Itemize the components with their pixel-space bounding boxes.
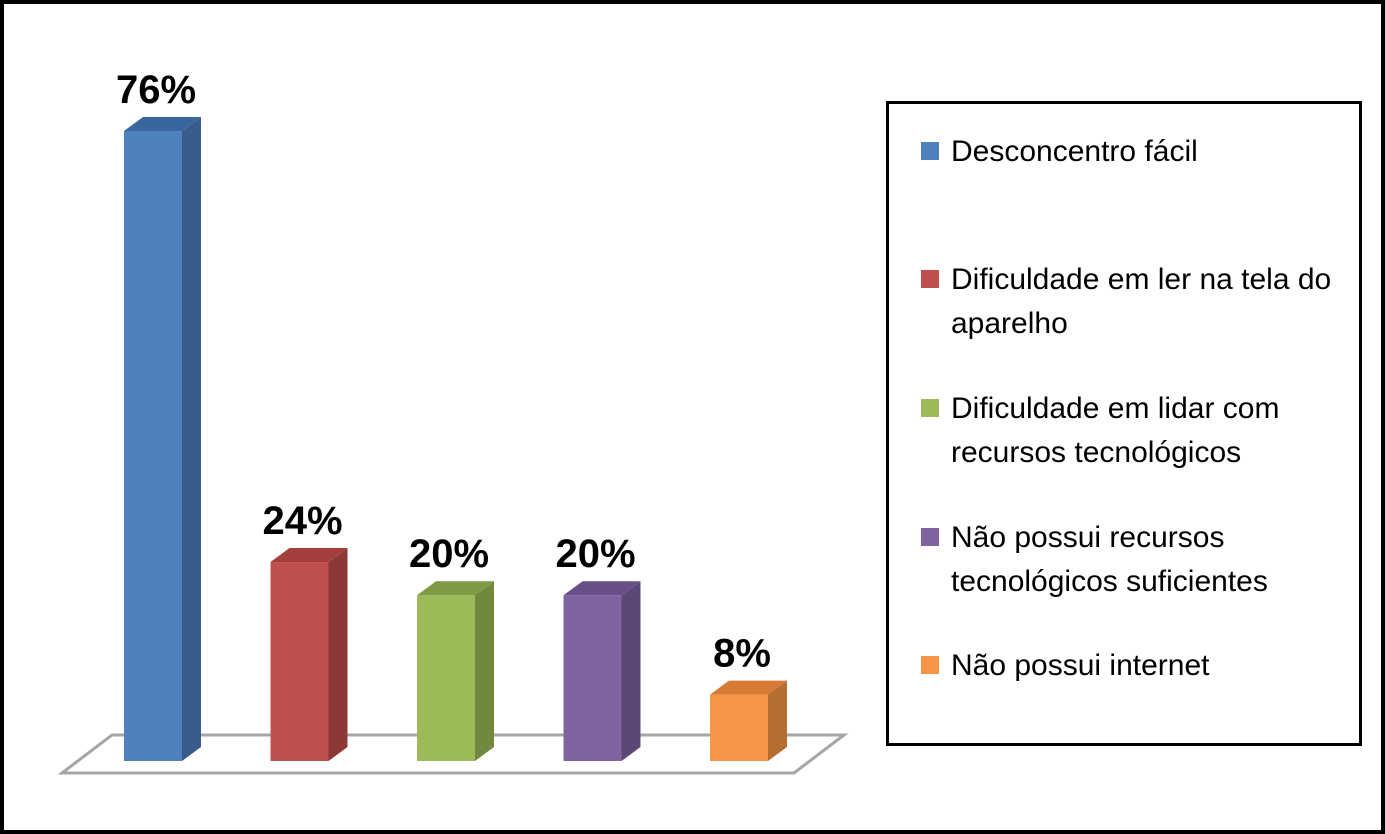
bar-side <box>182 117 201 761</box>
legend-swatch <box>921 270 939 288</box>
bar-top <box>563 581 641 596</box>
legend-swatch <box>921 656 939 674</box>
bar-top <box>417 581 494 596</box>
legend-swatch <box>921 142 939 160</box>
legend: Desconcentro fácil Dificuldade em ler na… <box>886 101 1362 746</box>
legend-label: Dificuldade em ler na tela do aparelho <box>951 263 1332 340</box>
bar <box>563 581 641 761</box>
data-label: 20% <box>409 532 489 576</box>
data-label: 20% <box>555 532 635 576</box>
legend-item: Não possui recursos tecnológicos suficie… <box>921 516 1341 604</box>
legend-item: Desconcentro fácil <box>921 130 1341 174</box>
legend-swatch <box>921 528 939 546</box>
legend-item: Não possui internet <box>921 644 1341 688</box>
bar <box>710 680 787 761</box>
data-label: 76% <box>116 68 196 112</box>
bar-chart-plot: 76% 24% 20% 20% 8% <box>57 68 849 775</box>
bar-front <box>563 595 622 761</box>
legend-label: Não possui recursos tecnológicos suficie… <box>951 521 1268 598</box>
bar-top <box>124 117 201 131</box>
bar-front <box>710 694 768 761</box>
bar <box>417 581 494 761</box>
bar-side <box>475 581 494 761</box>
legend-item: Dificuldade em ler na tela do aparelho <box>921 258 1341 346</box>
legend-label: Dificuldade em lidar com recursos tecnol… <box>951 392 1280 469</box>
data-label: 8% <box>713 632 771 676</box>
bar-side <box>768 680 787 761</box>
data-label: 24% <box>262 499 342 543</box>
data-labels-group: 76% 24% 20% 20% 8% <box>116 68 771 676</box>
legend-swatch <box>921 399 939 417</box>
bars-group <box>124 117 787 761</box>
bar-side <box>328 548 348 761</box>
bar-front <box>124 131 182 761</box>
bar <box>124 117 201 761</box>
bar-front <box>270 562 329 761</box>
legend-label: Desconcentro fácil <box>951 135 1198 168</box>
legend-label: Não possui internet <box>951 649 1210 682</box>
bar-front <box>417 595 475 761</box>
bar <box>270 548 348 761</box>
bar-top <box>710 680 787 695</box>
bar-side <box>621 581 641 761</box>
bar-top <box>270 548 348 563</box>
legend-item: Dificuldade em lidar com recursos tecnol… <box>921 387 1341 475</box>
